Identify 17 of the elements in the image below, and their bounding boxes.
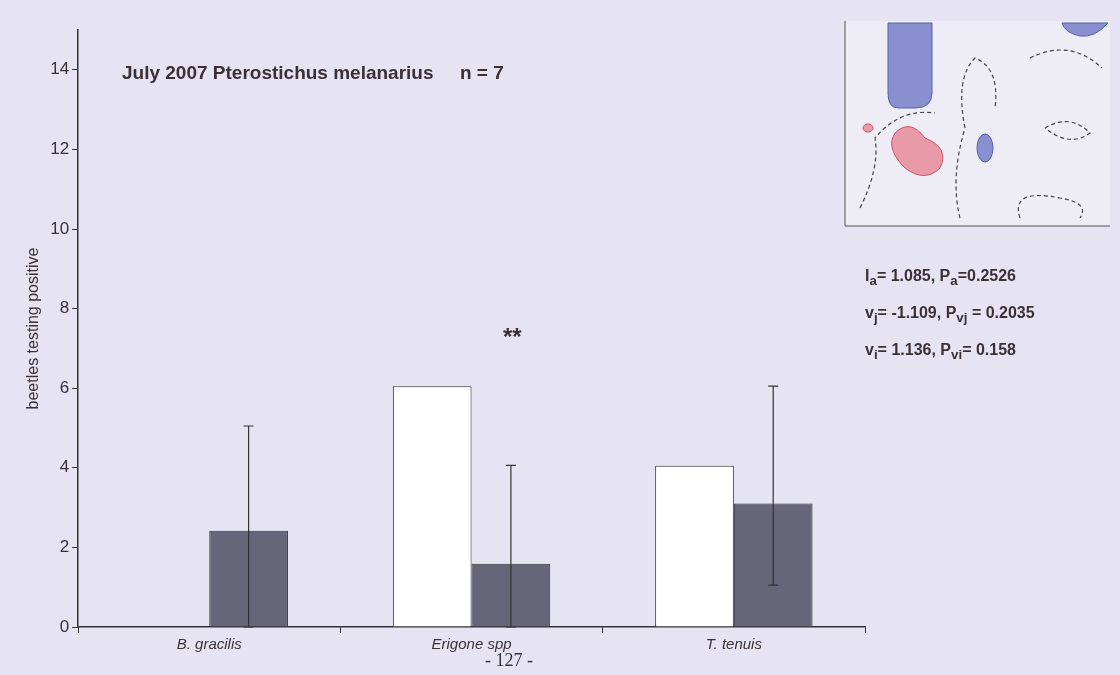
y-tick-label: 2 [59, 537, 70, 557]
x-tick-label: T. tenuis [705, 635, 763, 653]
text: July 2007 Pterostichus melanarius n = 7 [122, 62, 504, 84]
y-tick-label: 6 [59, 377, 70, 397]
x-tick-label: B. gracilis [176, 635, 243, 653]
y-tick-label: 12 [50, 139, 70, 159]
y-tick-label: 4 [59, 457, 70, 477]
annotation: I$_{a}$= 1.085, P$_{a}$=0.2526 [865, 266, 1017, 291]
y-axis-title: beetles testing positive [24, 247, 42, 410]
y-tick-label: 14 [50, 59, 70, 79]
annotation: ** [503, 323, 522, 351]
y-tick-label: 0 [59, 616, 70, 636]
y-tick-label: 8 [59, 298, 70, 318]
y-tick-label: 10 [50, 218, 70, 238]
annotation: v$_{j}$= -1.109, P$_{vj}$ = 0.2035 [865, 303, 1035, 328]
x-tick-label: Erigone spp [431, 635, 512, 653]
annotation: v$_{i}$= 1.136, P$_{vi}$= 0.158 [865, 340, 1017, 365]
